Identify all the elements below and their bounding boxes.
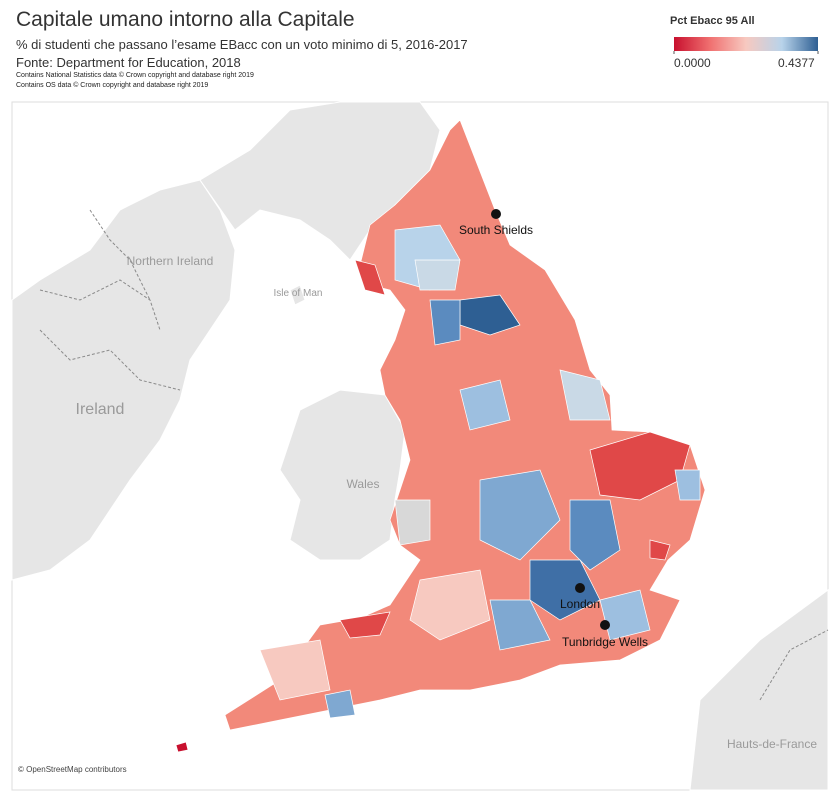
legend [673,37,819,54]
city-label: London [560,597,600,611]
region-label: Wales [347,477,380,491]
city-label: Tunbridge Wells [562,635,648,649]
legend-max: 0.4377 [778,56,815,70]
region-label: Isle of Man [274,288,323,299]
credit: Contains OS data © Crown copyright and d… [16,82,209,89]
map-labels: Northern Ireland Ireland Isle of Man Wal… [18,209,817,774]
subtitle: % di studenti che passano l’esame EBacc … [16,37,468,52]
city-dot [575,583,585,593]
city-dot [600,620,610,630]
city-label: South Shields [459,223,533,237]
source: Fonte: Department for Education, 2018 [16,55,241,70]
credit: Contains National Statistics data © Crow… [16,72,254,79]
map-frame [11,101,829,791]
borders [39,209,829,701]
region-label: Hauts-de-France [727,737,817,751]
color-scale [674,37,818,51]
region-label: Ireland [76,401,125,418]
land [11,101,829,791]
legend-min: 0.0000 [674,56,711,70]
districts [175,119,706,753]
legend-title: Pct Ebacc 95 All [670,15,755,27]
title: Capitale umano intorno alla Capitale [16,8,355,31]
city-dot [491,209,501,219]
region-label: Northern Ireland [127,254,214,268]
attribution: © OpenStreetMap contributors [18,765,127,774]
